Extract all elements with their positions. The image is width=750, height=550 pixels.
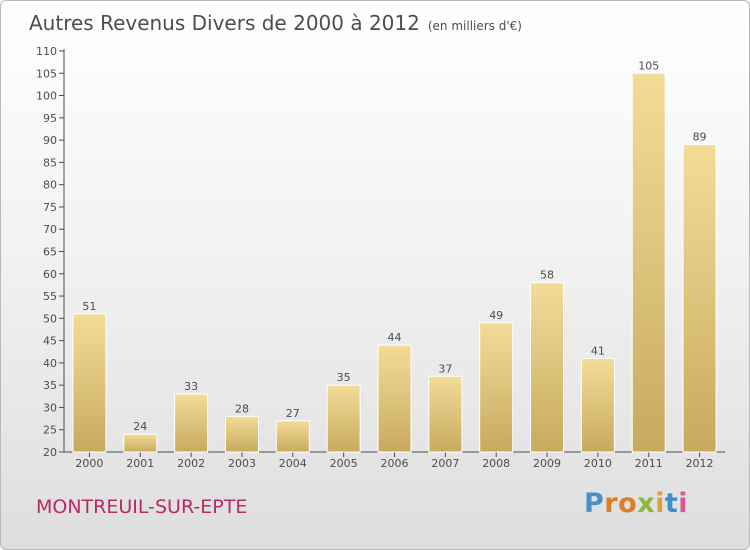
bar-2011 — [631, 72, 666, 453]
data-label-2005: 35 — [337, 371, 351, 384]
x-tick-label-2001: 2001 — [126, 457, 154, 470]
data-label-2011: 105 — [638, 59, 659, 72]
y-tick-label: 90 — [43, 134, 57, 147]
chart-axes: 20 25 30 35 40 45 50 55 60 65 70 75 80 85 90 95 100 105 11… — [36, 45, 725, 470]
bar-2007 — [428, 375, 463, 453]
chart-data-labels: 51 24 33 28 27 35 44 37 49 58 41 105 89 — [82, 59, 706, 433]
y-tick-label: 25 — [43, 424, 57, 437]
y-tick-label: 80 — [43, 179, 57, 192]
bar-2000 — [72, 313, 107, 453]
y-tick-label: 110 — [36, 45, 57, 58]
data-label-2004: 27 — [286, 407, 300, 420]
y-tick-label: 20 — [43, 446, 57, 459]
x-tick-label-2010: 2010 — [584, 457, 612, 470]
x-tick-label-2012: 2012 — [686, 457, 714, 470]
x-tick-label-2004: 2004 — [279, 457, 307, 470]
data-label-2008: 49 — [489, 309, 503, 322]
y-tick-label: 45 — [43, 335, 57, 348]
bar-2006 — [377, 344, 412, 453]
x-tick-label-2000: 2000 — [75, 457, 103, 470]
y-tick-label: 35 — [43, 379, 57, 392]
y-tick-label: 65 — [43, 246, 57, 259]
bar-2004 — [275, 420, 310, 453]
chart-title-text: Autres Revenus Divers de 2000 à 2012 — [29, 11, 420, 35]
y-tick-label: 30 — [43, 401, 57, 414]
data-label-2010: 41 — [591, 344, 605, 357]
y-tick-label: 100 — [36, 90, 57, 103]
y-tick-label: 55 — [43, 290, 57, 303]
y-tick-label: 105 — [36, 67, 57, 80]
data-label-2000: 51 — [82, 300, 96, 313]
proxiti-logo: Proxiti — [584, 488, 689, 519]
data-label-2009: 58 — [540, 269, 554, 282]
data-label-2001: 24 — [133, 420, 147, 433]
bar-2010 — [580, 357, 615, 453]
x-tick-label-2005: 2005 — [330, 457, 358, 470]
y-tick-label: 50 — [43, 312, 57, 325]
y-tick-label: 75 — [43, 201, 57, 214]
bar-2009 — [530, 282, 565, 453]
data-label-2007: 37 — [438, 362, 452, 375]
chart-bars — [72, 72, 717, 453]
x-tick-label-2009: 2009 — [533, 457, 561, 470]
x-tick-label-2007: 2007 — [431, 457, 459, 470]
y-tick-label: 95 — [43, 112, 57, 125]
chart-subtitle: (en milliers d'€) — [427, 19, 522, 33]
data-label-2006: 44 — [388, 331, 402, 344]
bar-2005 — [326, 384, 361, 453]
commune-name: MONTREUIL-SUR-EPTE — [36, 496, 248, 518]
y-tick-label: 60 — [43, 268, 57, 281]
data-label-2003: 28 — [235, 402, 249, 415]
data-label-2012: 89 — [693, 131, 707, 144]
x-tick-label-2011: 2011 — [635, 457, 663, 470]
bar-2008 — [479, 322, 514, 453]
y-tick-label: 40 — [43, 357, 57, 370]
chart-title: Autres Revenus Divers de 2000 à 2012 (en … — [29, 11, 522, 35]
y-tick-label: 85 — [43, 156, 57, 169]
y-tick-label: 70 — [43, 223, 57, 236]
bar-2002 — [174, 393, 209, 453]
bar-2012 — [682, 144, 717, 453]
x-tick-label-2006: 2006 — [381, 457, 409, 470]
x-tick-label-2002: 2002 — [177, 457, 205, 470]
bar-2003 — [224, 415, 259, 453]
x-tick-label-2008: 2008 — [482, 457, 510, 470]
x-tick-label-2003: 2003 — [228, 457, 256, 470]
bar-2001 — [123, 433, 158, 453]
data-label-2002: 33 — [184, 380, 198, 393]
